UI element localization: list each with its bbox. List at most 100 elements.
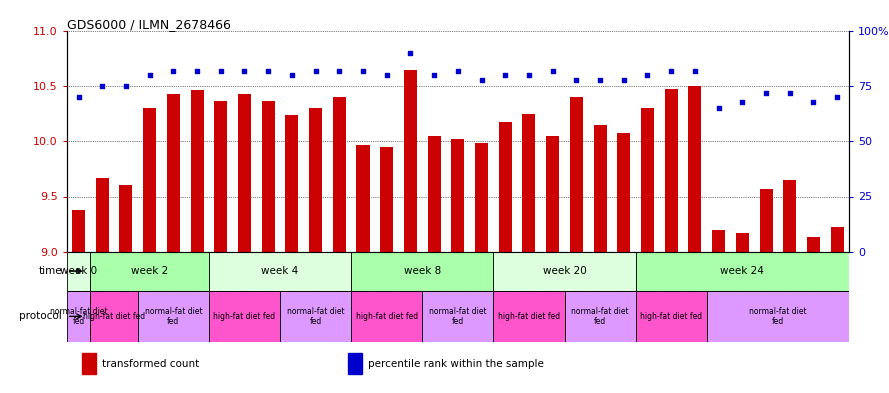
Bar [356,145,370,252]
Point [237,68,252,74]
Text: normal-fat diet
fed: normal-fat diet fed [572,307,629,326]
Point [806,99,821,105]
Bar [348,353,363,374]
Bar [351,291,422,342]
Bar [736,233,749,252]
Bar [67,291,91,342]
Point [593,77,607,83]
Bar [499,122,512,252]
Bar [404,70,417,252]
Point [546,68,560,74]
Bar [422,291,493,342]
Point [95,83,109,90]
Point [404,50,418,57]
Bar [96,178,108,252]
Point [830,94,845,101]
Point [498,72,512,79]
Bar [91,291,138,342]
Point [522,72,536,79]
Text: normal-fat diet
fed: normal-fat diet fed [145,307,202,326]
Text: week 20: week 20 [542,266,587,276]
Bar [523,114,535,252]
Point [640,72,654,79]
Bar [546,136,559,252]
Bar [285,115,299,252]
Point [142,72,156,79]
Text: high-fat diet fed: high-fat diet fed [356,312,418,321]
Bar [830,227,844,252]
Bar [261,101,275,252]
Bar [72,210,85,252]
Bar [351,252,493,291]
Bar [309,108,322,252]
Bar [91,252,209,291]
Point [711,105,725,112]
Point [380,72,394,79]
Bar [759,189,773,252]
Text: GDS6000 / ILMN_2678466: GDS6000 / ILMN_2678466 [67,18,230,31]
Point [261,68,276,74]
Text: high-fat diet fed: high-fat diet fed [213,312,276,321]
Point [735,99,749,105]
Text: high-fat diet fed: high-fat diet fed [498,312,560,321]
Bar [190,90,204,252]
Bar [570,97,583,252]
Point [213,68,228,74]
Point [166,68,180,74]
Bar [707,291,849,342]
Bar [67,252,91,291]
Bar [641,108,654,252]
Text: normal-fat diet
fed: normal-fat diet fed [429,307,486,326]
Point [688,68,702,74]
Bar [380,147,393,252]
Text: week 0: week 0 [60,266,97,276]
Bar [493,252,636,291]
Text: protocol: protocol [20,311,62,321]
Bar [83,353,96,374]
Bar [167,94,180,252]
Text: week 24: week 24 [720,266,765,276]
Text: week 8: week 8 [404,266,441,276]
Text: week 4: week 4 [261,266,299,276]
Point [332,68,347,74]
Text: transformed count: transformed count [102,358,199,369]
Point [664,68,678,74]
Point [427,72,441,79]
Bar [493,291,565,342]
Point [356,68,370,74]
Point [119,83,133,90]
Point [284,72,299,79]
Bar [475,143,488,252]
Bar [636,291,707,342]
Bar [428,136,441,252]
Bar [688,86,701,252]
Bar [280,291,351,342]
Bar [565,291,636,342]
Bar [783,180,797,252]
Bar [452,139,464,252]
Point [782,90,797,96]
Point [759,90,773,96]
Text: week 2: week 2 [131,266,168,276]
Point [617,77,631,83]
Bar [636,252,849,291]
Text: time: time [38,266,62,276]
Bar [209,252,351,291]
Bar [209,291,280,342]
Bar [665,89,677,252]
Text: percentile rank within the sample: percentile rank within the sample [368,358,544,369]
Bar [807,237,820,252]
Point [451,68,465,74]
Bar [332,97,346,252]
Text: normal-fat diet
fed: normal-fat diet fed [287,307,344,326]
Point [190,68,204,74]
Bar [238,94,251,252]
Bar [617,133,630,252]
Text: normal-fat diet
fed: normal-fat diet fed [50,307,108,326]
Point [308,68,323,74]
Bar [214,101,228,252]
Bar [119,185,132,252]
Point [569,77,583,83]
Text: high-fat diet fed: high-fat diet fed [83,312,145,321]
Text: normal-fat diet
fed: normal-fat diet fed [749,307,806,326]
